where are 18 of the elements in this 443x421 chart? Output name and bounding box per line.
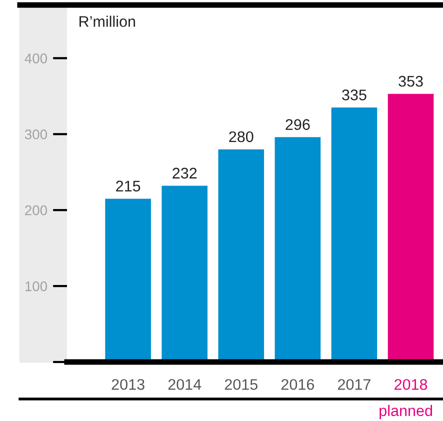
data-label: 296	[286, 119, 310, 130]
y-tick-label: 300	[24, 129, 48, 140]
x-tick-label: 2018	[394, 379, 428, 390]
x-tick-label: 2016	[281, 379, 314, 390]
text: planned	[380, 404, 432, 420]
y-tick-label: 100	[25, 281, 48, 292]
data-label: 215	[116, 180, 140, 192]
y-axis-title: R’million	[80, 16, 136, 27]
x-tick-label: 2013	[112, 379, 144, 390]
data-label: 280	[229, 131, 254, 142]
y-tick-label: 400	[24, 54, 48, 64]
x-tick-label: 2015	[224, 379, 258, 390]
data-label: 353	[398, 76, 423, 87]
data-label: 335	[342, 90, 366, 100]
x-tick-label: 2017	[338, 379, 370, 390]
data-label: 232	[172, 168, 197, 179]
y-tick-label: 200	[25, 205, 48, 216]
x-tick-label: 2014	[168, 379, 202, 390]
